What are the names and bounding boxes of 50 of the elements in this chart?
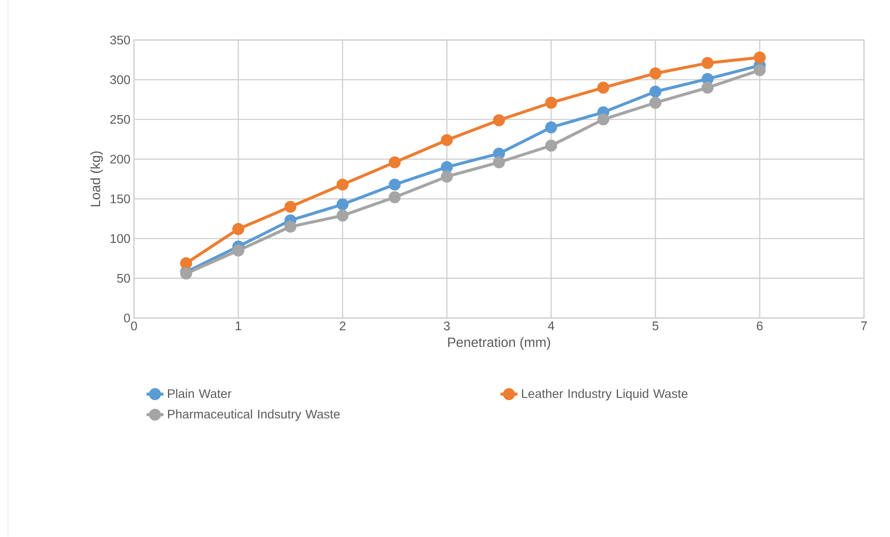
x-tick-label: 2: [340, 322, 346, 330]
point: [702, 57, 714, 70]
point: [545, 140, 558, 152]
y-tick-label: 100: [110, 234, 130, 243]
point: [232, 244, 244, 256]
x-tick-label: 4: [548, 322, 554, 330]
point: [388, 191, 401, 204]
legend-label: Plain Water: [168, 388, 232, 398]
y-tick-label: 350: [110, 36, 130, 44]
x-axis-title: Penetration (mm): [448, 337, 550, 350]
y-tick-label: 50: [117, 274, 130, 283]
x-tick-label: 1: [236, 322, 242, 330]
x-tick-label: 7: [861, 322, 867, 330]
point: [440, 161, 453, 174]
point: [284, 220, 296, 233]
point: [702, 72, 714, 85]
point: [754, 64, 766, 76]
point: [440, 134, 453, 146]
y-tick-label: 300: [110, 75, 130, 84]
point: [597, 82, 610, 94]
point: [649, 96, 662, 109]
point: [336, 198, 349, 210]
x-tick-label: 5: [652, 322, 658, 330]
point: [336, 210, 349, 222]
x-tick-label: 0: [131, 322, 137, 330]
legend-label: Leather Industry Liquid Waste: [522, 388, 688, 401]
y-tick-label: 250: [110, 115, 130, 124]
point: [388, 178, 401, 191]
point: [649, 86, 662, 98]
point: [284, 200, 296, 213]
x-tick-label: 6: [756, 322, 763, 330]
point: [545, 96, 558, 109]
y-tick-label: 150: [110, 194, 130, 204]
point: [702, 82, 714, 94]
point: [649, 67, 662, 80]
y-tick-label: 0: [124, 314, 130, 322]
point: [388, 156, 401, 168]
legend-label: Pharmaceutical Indsutry Waste: [168, 409, 340, 422]
point: [336, 178, 349, 191]
point: [493, 156, 505, 168]
point: [493, 114, 505, 126]
y-tick-label: 200: [110, 154, 130, 164]
point: [545, 121, 558, 134]
point: [180, 257, 192, 270]
x-tick-label: 3: [444, 322, 450, 330]
point: [232, 223, 244, 236]
point: [440, 170, 453, 183]
y-axis-title: Load (kg): [90, 151, 103, 206]
point: [597, 113, 610, 126]
point: [754, 51, 766, 64]
